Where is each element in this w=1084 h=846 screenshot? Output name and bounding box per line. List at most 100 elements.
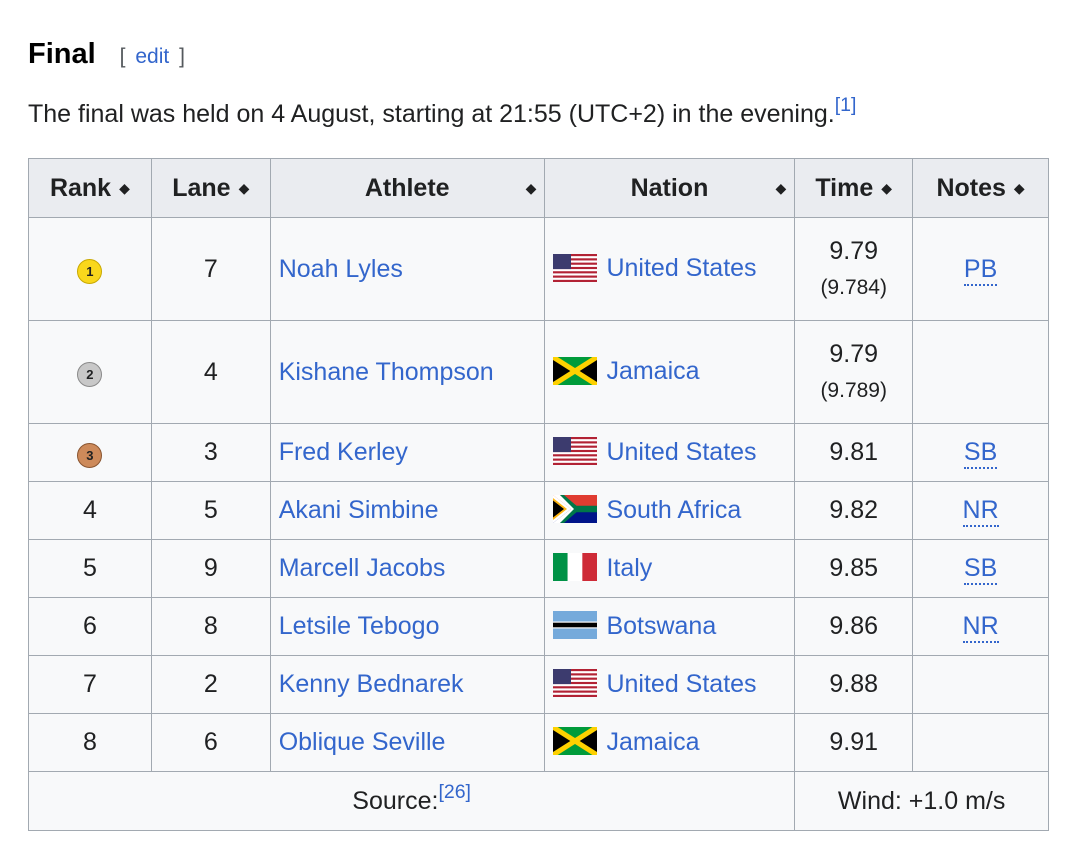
nation-link[interactable]: Botswana [606, 611, 717, 640]
notes-cell [912, 713, 1049, 772]
time-value: 9.79 [829, 340, 879, 368]
edit-bracket-open: [ [119, 45, 126, 68]
us-flag-icon [553, 437, 598, 466]
nation-link[interactable]: United States [606, 669, 757, 698]
rank-cell: 1 [28, 217, 152, 321]
nation-cell: Italy [544, 539, 796, 598]
header-athlete[interactable]: Athlete ◆ [269, 158, 546, 218]
lane-cell: 4 [150, 320, 271, 424]
header-lane-label: Lane [172, 173, 231, 202]
time-cell: 9.91 [794, 713, 914, 772]
athlete-cell: Marcell Jacobs [269, 539, 546, 598]
nation-link[interactable]: United States [606, 437, 757, 466]
note-abbreviation[interactable]: NR [962, 612, 999, 643]
time-cell: 9.79 (9.784) [794, 217, 914, 321]
table-row: 5 9 Marcell Jacobs Italy 9.85 SB [28, 539, 1049, 598]
nation-link[interactable]: United States [606, 254, 757, 283]
athlete-cell: Letsile Tebogo [269, 597, 546, 656]
rank-cell: 6 [28, 597, 152, 656]
note-abbreviation[interactable]: NR [962, 496, 999, 527]
nation-link[interactable]: Jamaica [606, 727, 700, 756]
header-notes[interactable]: Notes ◆ [912, 158, 1049, 218]
lane-value: 4 [203, 357, 218, 386]
sort-icon[interactable]: ◆ [238, 180, 250, 196]
athlete-link[interactable]: Oblique Seville [278, 728, 446, 756]
sort-icon[interactable]: ◆ [881, 180, 893, 196]
edit-section: [ edit ] [120, 45, 185, 69]
lane-cell: 3 [150, 423, 271, 482]
rank-value: 6 [82, 612, 97, 640]
athlete-link[interactable]: Letsile Tebogo [278, 612, 440, 640]
time-value: 9.91 [829, 728, 879, 756]
rank-cell: 2 [28, 320, 152, 424]
lane-value: 5 [203, 496, 218, 524]
lane-cell: 6 [150, 713, 271, 772]
jamaica-flag-icon [553, 356, 598, 385]
table-row: 7 2 Kenny Bednarek United States 9.88 [28, 655, 1049, 714]
rank-cell: 4 [28, 481, 152, 540]
athlete-cell: Noah Lyles [269, 217, 546, 321]
intro-reference-link[interactable]: [1] [834, 94, 857, 117]
athlete-link[interactable]: Akani Simbine [278, 496, 439, 524]
nation-cell: Jamaica [544, 320, 796, 424]
wind-cell: Wind: +1.0 m/s [794, 771, 1049, 831]
footer-row: Source:[26] Wind: +1.0 m/s [27, 771, 1049, 831]
nation-link[interactable]: South Africa [606, 495, 742, 524]
header-athlete-label: Athlete [364, 173, 450, 202]
rank-value: 7 [82, 670, 97, 698]
nation-cell: South Africa [544, 481, 796, 540]
note-abbreviation[interactable]: PB [963, 254, 998, 286]
header-nation[interactable]: Nation ◆ [544, 158, 796, 218]
rank-value: 4 [82, 496, 97, 524]
athlete-cell: Kishane Thompson [269, 320, 546, 424]
gold-medal-icon: 1 [77, 259, 103, 284]
lane-value: 3 [203, 438, 218, 466]
lane-value: 9 [203, 554, 218, 582]
header-rank[interactable]: Rank ◆ [28, 158, 152, 218]
sort-icon[interactable]: ◆ [1013, 180, 1025, 196]
header-rank-label: Rank [49, 173, 112, 202]
bronze-medal-icon: 3 [77, 442, 103, 468]
table-row: 3 3 Fred Kerley United States 9.81 SB [28, 423, 1049, 482]
athlete-link[interactable]: Fred Kerley [278, 438, 408, 466]
source-reference-link[interactable]: [26] [438, 780, 471, 803]
results-body: 1 7 Noah Lyles United States 9.79 (9.784) PB 2 4… [28, 217, 1049, 772]
athlete-link[interactable]: Noah Lyles [278, 254, 403, 283]
nation-cell: United States [544, 423, 796, 482]
intro-text: The final was held on 4 August, starting… [28, 100, 835, 128]
sort-icon[interactable]: ◆ [775, 180, 787, 196]
notes-cell: SB [912, 423, 1049, 482]
table-row: 8 6 Oblique Seville Jamaica 9.91 [28, 713, 1049, 772]
header-lane[interactable]: Lane ◆ [150, 158, 271, 218]
time-value: 9.86 [829, 612, 879, 640]
note-abbreviation[interactable]: SB [963, 554, 998, 585]
header-time-label: Time [815, 173, 874, 202]
athlete-link[interactable]: Marcell Jacobs [278, 554, 446, 582]
athlete-cell: Kenny Bednarek [269, 655, 546, 714]
edit-link[interactable]: edit [135, 45, 170, 68]
nation-link[interactable]: Jamaica [606, 357, 700, 386]
intro-paragraph: The final was held on 4 August, starting… [28, 96, 856, 129]
athlete-link[interactable]: Kishane Thompson [278, 357, 494, 386]
section-title: Final [28, 38, 96, 70]
south-africa-flag-icon [553, 495, 598, 524]
lane-cell: 8 [150, 597, 271, 656]
lane-cell: 7 [150, 217, 271, 321]
nation-cell: Botswana [544, 597, 796, 656]
nation-link[interactable]: Italy [606, 553, 653, 582]
time-value: 9.82 [829, 496, 879, 524]
time-value: 9.85 [829, 554, 879, 582]
source-cell: Source:[26] [27, 771, 796, 831]
athlete-link[interactable]: Kenny Bednarek [278, 670, 464, 698]
nation-cell: Jamaica [544, 713, 796, 772]
note-abbreviation[interactable]: SB [963, 438, 998, 469]
rank-cell: 7 [28, 655, 152, 714]
header-row: Rank ◆ Lane ◆ Athlete ◆ Nation ◆ Time ◆ Notes… [28, 158, 1049, 218]
header-nation-label: Nation [630, 173, 709, 202]
rank-cell: 8 [28, 713, 152, 772]
lane-value: 2 [203, 670, 218, 698]
table-row: 2 4 Kishane Thompson Jamaica 9.79 (9.789) [28, 320, 1049, 424]
header-time[interactable]: Time ◆ [794, 158, 914, 218]
sort-icon[interactable]: ◆ [525, 180, 537, 196]
sort-icon[interactable]: ◆ [119, 180, 130, 196]
